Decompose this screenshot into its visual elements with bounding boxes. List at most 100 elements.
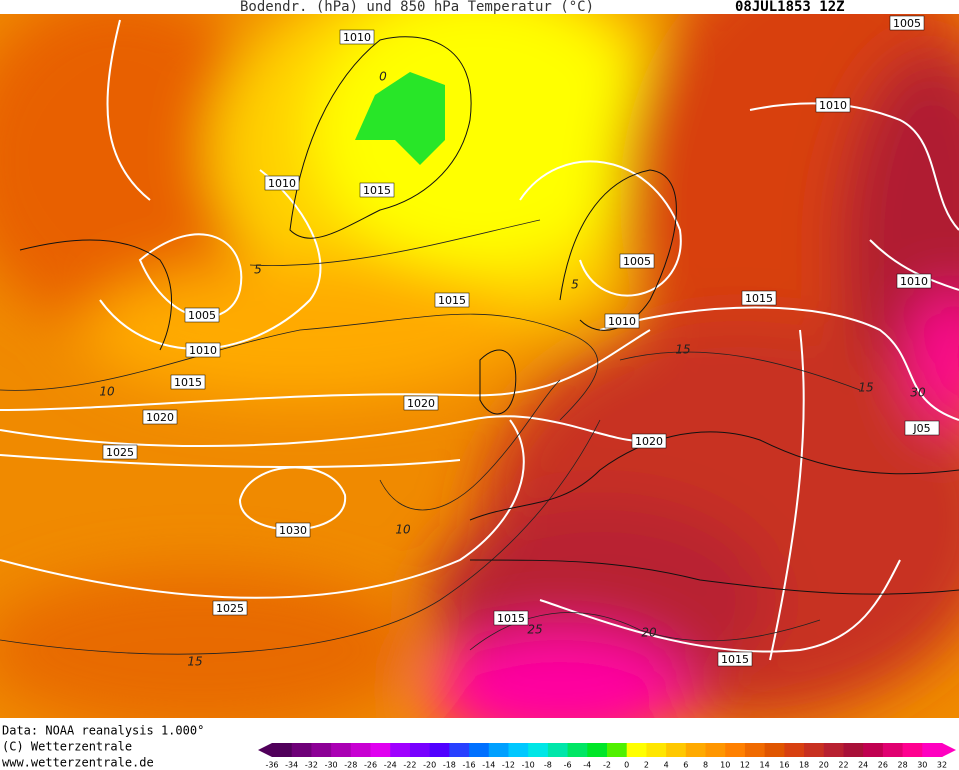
colorbar-label: 28 — [897, 761, 907, 770]
colorbar-swatch — [449, 743, 470, 757]
colorbar-swatch — [922, 743, 943, 757]
isobar-label: 1015 — [497, 612, 525, 625]
colorbar-swatch — [291, 743, 312, 757]
isobar-label-box — [604, 313, 640, 329]
isobar-label-box — [359, 182, 395, 198]
colorbar-label: 30 — [917, 761, 927, 770]
colorbar-label: 22 — [838, 761, 848, 770]
isobar-label-box — [741, 290, 777, 306]
colorbar-arrow-low — [258, 743, 272, 757]
colorbar-label: 18 — [799, 761, 809, 770]
colorbar-swatch — [508, 743, 529, 757]
colorbar-swatch — [607, 743, 628, 757]
isobar-label: 1015 — [721, 653, 749, 666]
isobar-label: 1015 — [363, 184, 391, 197]
isotherm-label: 25 — [527, 623, 542, 637]
colorbar-swatch — [685, 743, 707, 757]
isotherm-label: 30 — [910, 386, 926, 400]
colorbar-swatch — [804, 743, 825, 757]
isobar-label: 1010 — [268, 177, 296, 190]
labels: 1010101010151005100510101015101510101015… — [99, 15, 956, 770]
colorbar-swatch — [528, 743, 549, 757]
temperature-field — [0, 14, 959, 718]
isobar-label: 1005 — [188, 309, 216, 322]
colorbar-swatch — [784, 743, 805, 757]
isobar-label-box — [185, 342, 221, 358]
isobar-label-box — [102, 444, 138, 460]
colorbar-label: 4 — [664, 761, 669, 770]
isotherm-label: 0 — [379, 70, 387, 84]
data-source: Data: NOAA reanalysis 1.000° — [2, 724, 204, 738]
isotherm-label: 15 — [675, 343, 690, 357]
colorbar-swatch — [311, 743, 332, 757]
isobar-label: 1005 — [623, 255, 651, 268]
isobar-label: 1020 — [407, 397, 435, 410]
isobar-label: 1005 — [893, 17, 921, 30]
isobar-label: 1010 — [189, 344, 217, 357]
colorbar-swatch — [882, 743, 904, 757]
isobar-label-box — [170, 374, 206, 390]
isobar-label-box — [264, 175, 300, 191]
isobar-label: 1010 — [608, 315, 636, 328]
colorbar-label: -26 — [364, 761, 377, 770]
colorbar-label: 12 — [740, 761, 750, 770]
colorbar-label: -18 — [443, 761, 456, 770]
isobar-label-box — [142, 409, 178, 425]
isobar-label: 1025 — [106, 446, 134, 459]
isobar-label: 1020 — [635, 435, 663, 448]
isotherm-label: 20 — [641, 626, 657, 640]
isobar-label-box — [403, 395, 439, 411]
isobar-label: 1010 — [819, 99, 847, 112]
isobar-label: 1020 — [146, 411, 174, 424]
colorbar-label: -6 — [564, 761, 572, 770]
isobar-label-box — [493, 610, 529, 626]
colorbar-swatch — [350, 743, 372, 757]
isotherm-label: 10 — [395, 523, 411, 537]
colorbar-swatch — [823, 743, 844, 757]
colorbar-label: -22 — [403, 761, 416, 770]
colorbar-label: -34 — [285, 761, 298, 770]
colorbar-label: 2 — [644, 761, 649, 770]
colorbar-swatch — [370, 743, 391, 757]
colorbar-swatch — [390, 743, 411, 757]
colorbar-label: 26 — [878, 761, 888, 770]
isobar-label-box — [619, 253, 655, 269]
colorbar-swatch — [744, 743, 766, 757]
colorbar-label: -16 — [463, 761, 476, 770]
colorbar-swatch — [764, 743, 785, 757]
isotherm-label: 5 — [571, 278, 579, 292]
colorbar-label: -14 — [482, 761, 495, 770]
colorbar-label: 0 — [624, 761, 629, 770]
colorbar-label: 8 — [703, 761, 708, 770]
colorbar-label: -36 — [265, 761, 278, 770]
website: www.wetterzentrale.de — [2, 756, 154, 770]
colorbar-swatch — [843, 743, 864, 757]
isobar-label-box — [815, 97, 851, 113]
colorbar-label: -2 — [603, 761, 611, 770]
colorbar-label: -32 — [305, 761, 318, 770]
isobar-label-box — [904, 420, 940, 436]
colorbar-swatch — [331, 743, 352, 757]
colorbar-label: 24 — [858, 761, 868, 770]
isobar-label: J05 — [912, 422, 930, 435]
colorbar-arrow-high — [942, 743, 956, 757]
isobar-label-box — [339, 29, 375, 45]
colorbar-swatch — [547, 743, 569, 757]
colorbar-swatch — [587, 743, 608, 757]
copyright: (C) Wetterzentrale — [2, 740, 132, 754]
colorbar-swatch — [429, 743, 450, 757]
colorbar-label: -10 — [522, 761, 535, 770]
colorbar-label: 6 — [683, 761, 688, 770]
map-title: Bodendr. (hPa) und 850 hPa Temperatur (°… — [240, 0, 594, 15]
isobars — [0, 19, 959, 661]
isotherm-label: 10 — [99, 385, 115, 399]
isobar-label-box — [631, 433, 667, 449]
isobar-label-box — [889, 15, 925, 31]
isobar-label: 1025 — [216, 602, 244, 615]
colorbar-label: 14 — [760, 761, 770, 770]
colorbar-swatch — [705, 743, 726, 757]
colorbar-label: 16 — [779, 761, 789, 770]
colorbar-label: -8 — [544, 761, 552, 770]
colorbar-label: -24 — [384, 761, 397, 770]
